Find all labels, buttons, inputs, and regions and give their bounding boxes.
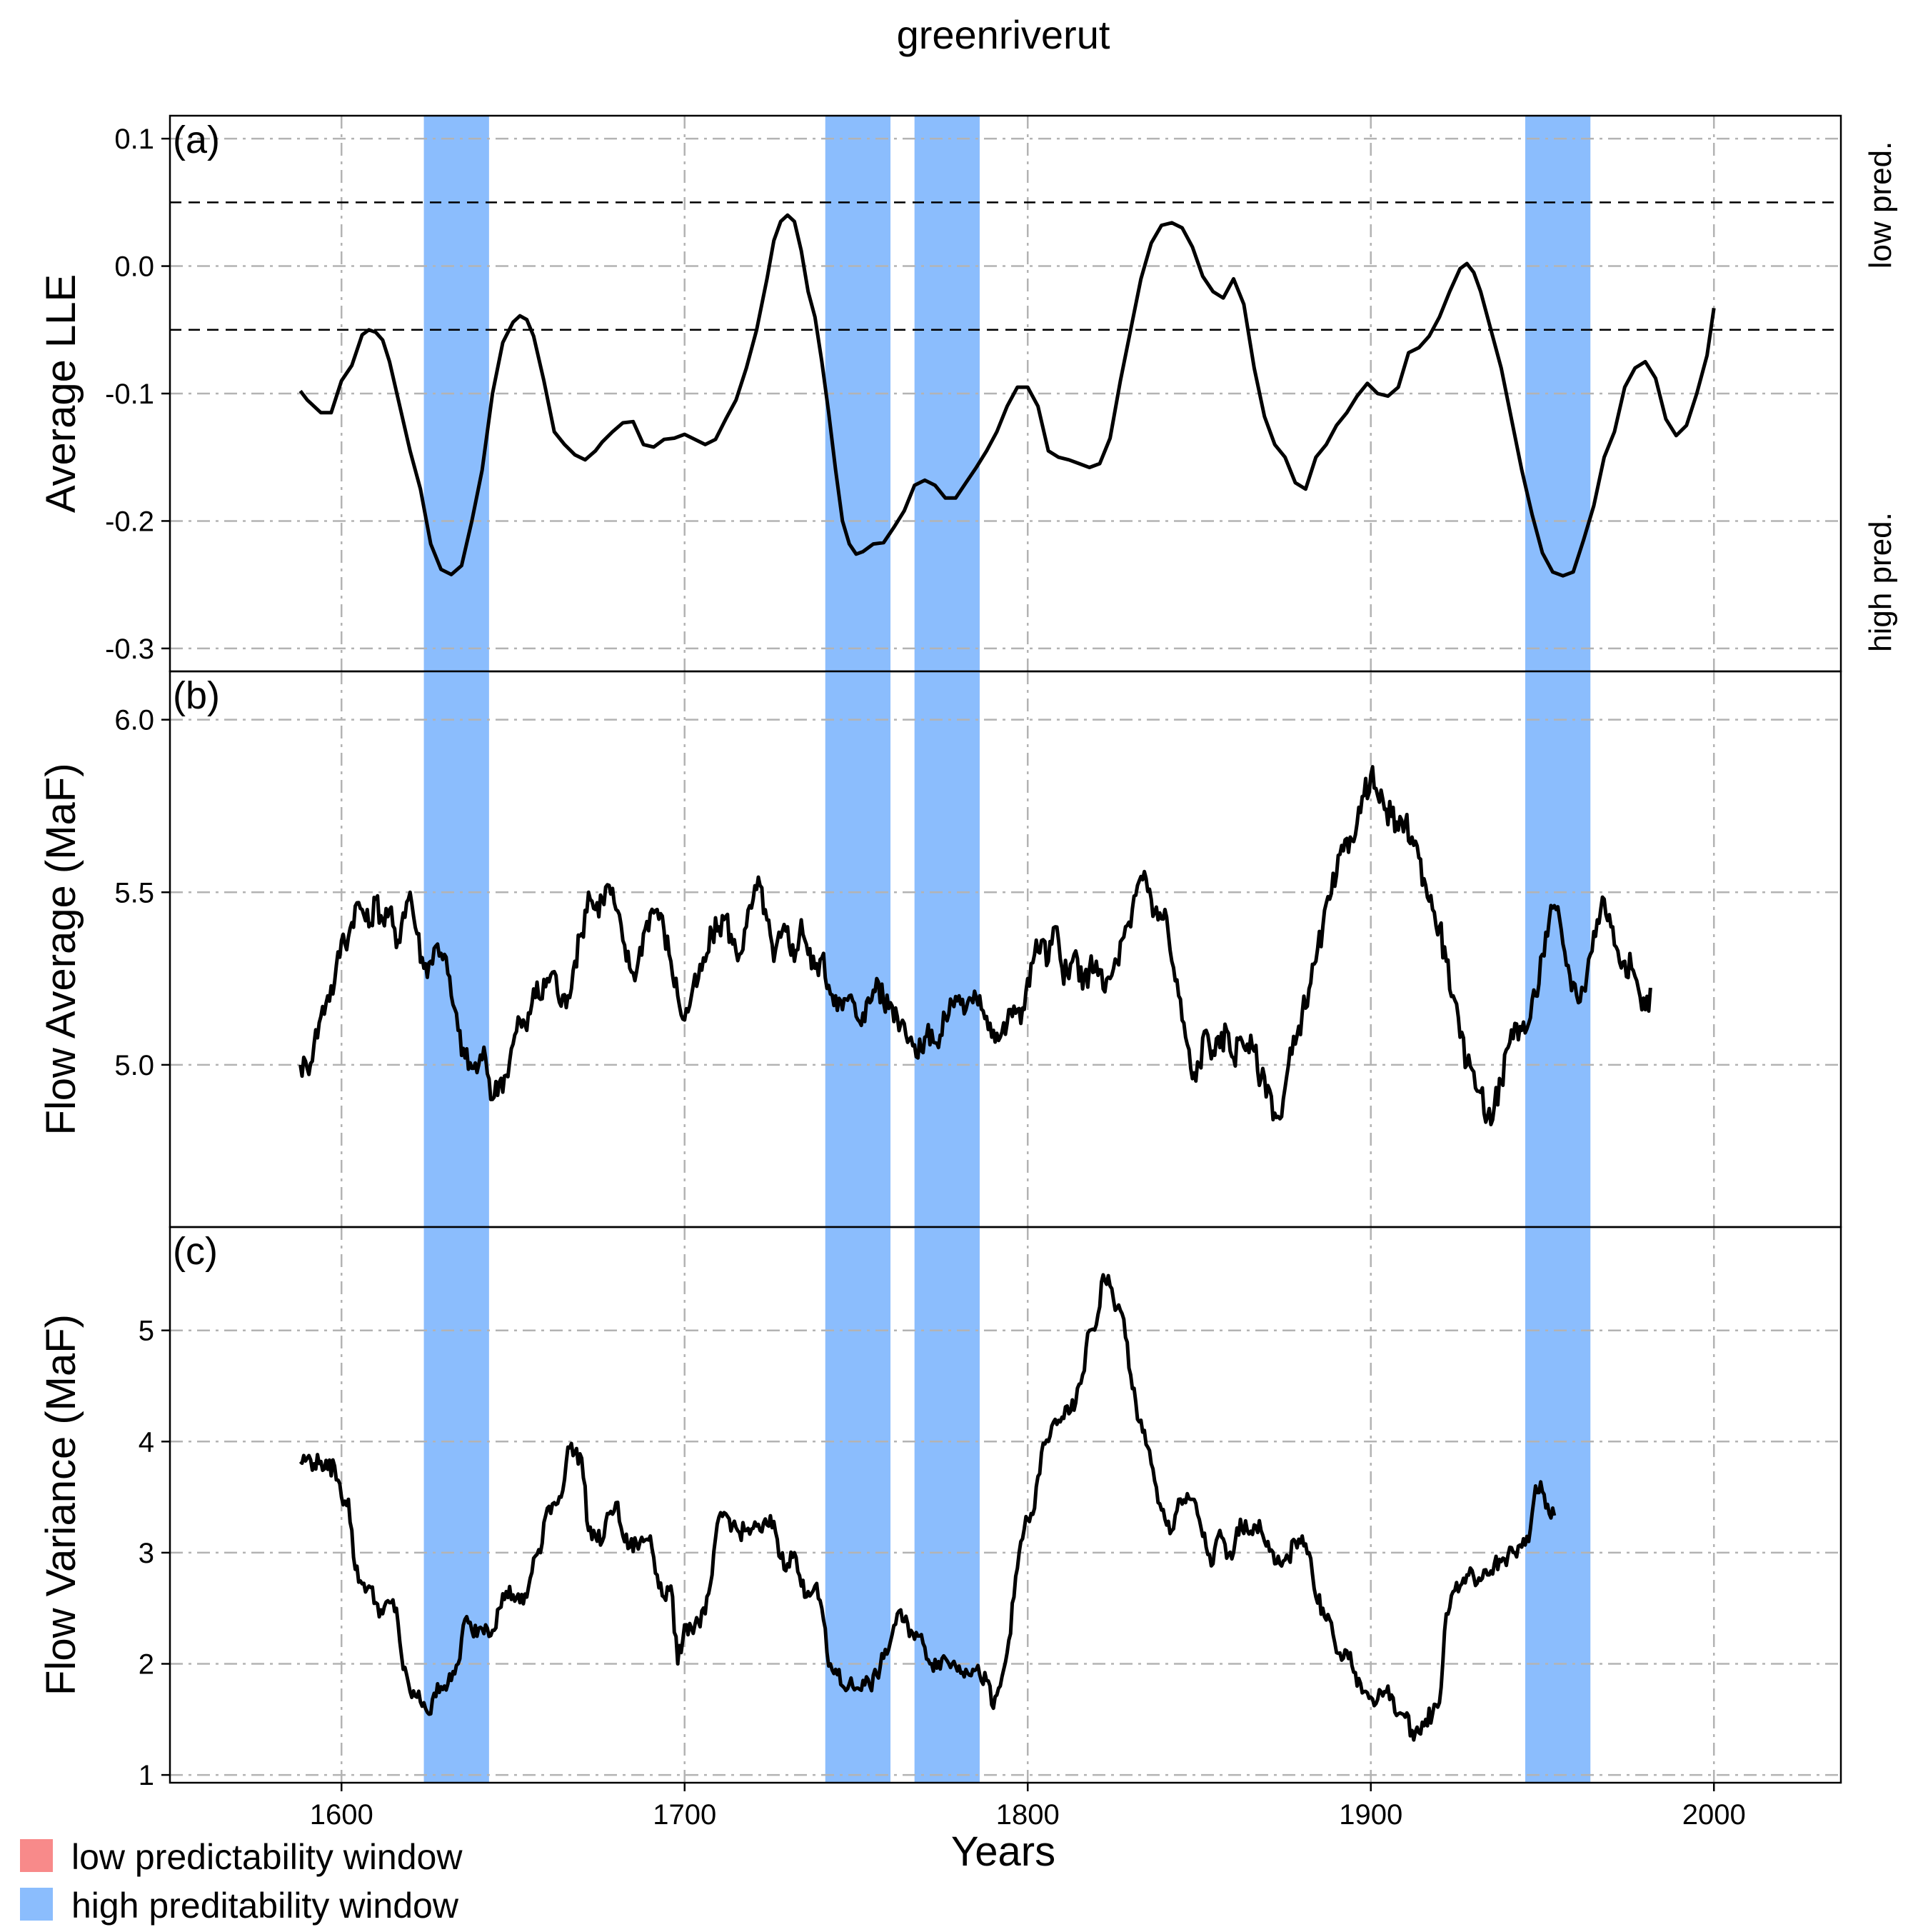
y-tick-label: 4 bbox=[139, 1426, 154, 1458]
y-tick-label: 1 bbox=[139, 1760, 154, 1791]
high-window-band bbox=[1525, 1227, 1591, 1783]
side-label-low: low pred. bbox=[1863, 141, 1898, 269]
legend-label-low: low predictability window bbox=[71, 1837, 463, 1877]
high-window-band bbox=[825, 671, 891, 1227]
series-line bbox=[298, 765, 1652, 1126]
panel-label: (a) bbox=[173, 119, 220, 161]
high-window-band bbox=[914, 1227, 980, 1783]
legend-swatch-high bbox=[20, 1888, 53, 1921]
y-tick-label: 6.0 bbox=[114, 705, 154, 736]
y-tick-label: 3 bbox=[139, 1538, 154, 1569]
x-tick-label: 1800 bbox=[996, 1799, 1060, 1831]
x-tick-label: 1600 bbox=[310, 1799, 373, 1831]
high-window-band bbox=[825, 1227, 891, 1783]
series-line bbox=[298, 1273, 1557, 1742]
x-tick-label: 1700 bbox=[653, 1799, 716, 1831]
high-window-band bbox=[914, 116, 980, 671]
chart-title: greenriverut bbox=[897, 12, 1110, 57]
panel-label: (c) bbox=[173, 1230, 218, 1273]
side-label-high: high pred. bbox=[1863, 512, 1898, 652]
y-tick-label: 0.0 bbox=[114, 251, 154, 283]
legend: low predictability window high preditabi… bbox=[20, 1837, 463, 1926]
y-tick-label: 0.1 bbox=[114, 124, 154, 155]
series-line bbox=[298, 213, 1716, 578]
legend-swatch-low bbox=[20, 1839, 53, 1872]
y-tick-label: -0.2 bbox=[105, 506, 154, 537]
panel-label: (b) bbox=[173, 674, 220, 717]
plot-layer: 0.1 0.0 -0.1 -0.2 -0.3 (a) Average LLE low pred… bbox=[38, 114, 1898, 1831]
high-window-band bbox=[423, 1227, 489, 1783]
y-tick-label: 5.0 bbox=[114, 1050, 154, 1081]
y-axis-label: Flow Average (MaF) bbox=[38, 763, 84, 1135]
x-tick-label: 1900 bbox=[1339, 1799, 1402, 1831]
x-axis-label: Years bbox=[951, 1828, 1055, 1875]
y-tick-label: 5.5 bbox=[114, 877, 154, 909]
panel-frame bbox=[169, 1226, 1842, 1784]
panel-3: 1 2 3 4 5 (c) Flow Variance (MaF) bbox=[38, 1226, 1842, 1791]
x-tick-label: 2000 bbox=[1682, 1799, 1746, 1831]
panel-1: 0.1 0.0 -0.1 -0.2 -0.3 (a) Average LLE low pred… bbox=[38, 114, 1898, 673]
y-tick-label: 2 bbox=[139, 1649, 154, 1681]
high-window-band bbox=[914, 671, 980, 1227]
legend-label-high: high preditability window bbox=[71, 1886, 459, 1926]
y-tick-label: 5 bbox=[139, 1316, 154, 1347]
y-axis-label: Average LLE bbox=[38, 274, 84, 513]
high-window-band bbox=[1525, 671, 1591, 1227]
panel-2: 5.0 5.5 6.0 (b) Flow Average (MaF) bbox=[38, 670, 1842, 1228]
y-axis-label: Flow Variance (MaF) bbox=[38, 1314, 84, 1696]
y-tick-label: -0.1 bbox=[105, 379, 154, 410]
y-tick-label: -0.3 bbox=[105, 634, 154, 665]
